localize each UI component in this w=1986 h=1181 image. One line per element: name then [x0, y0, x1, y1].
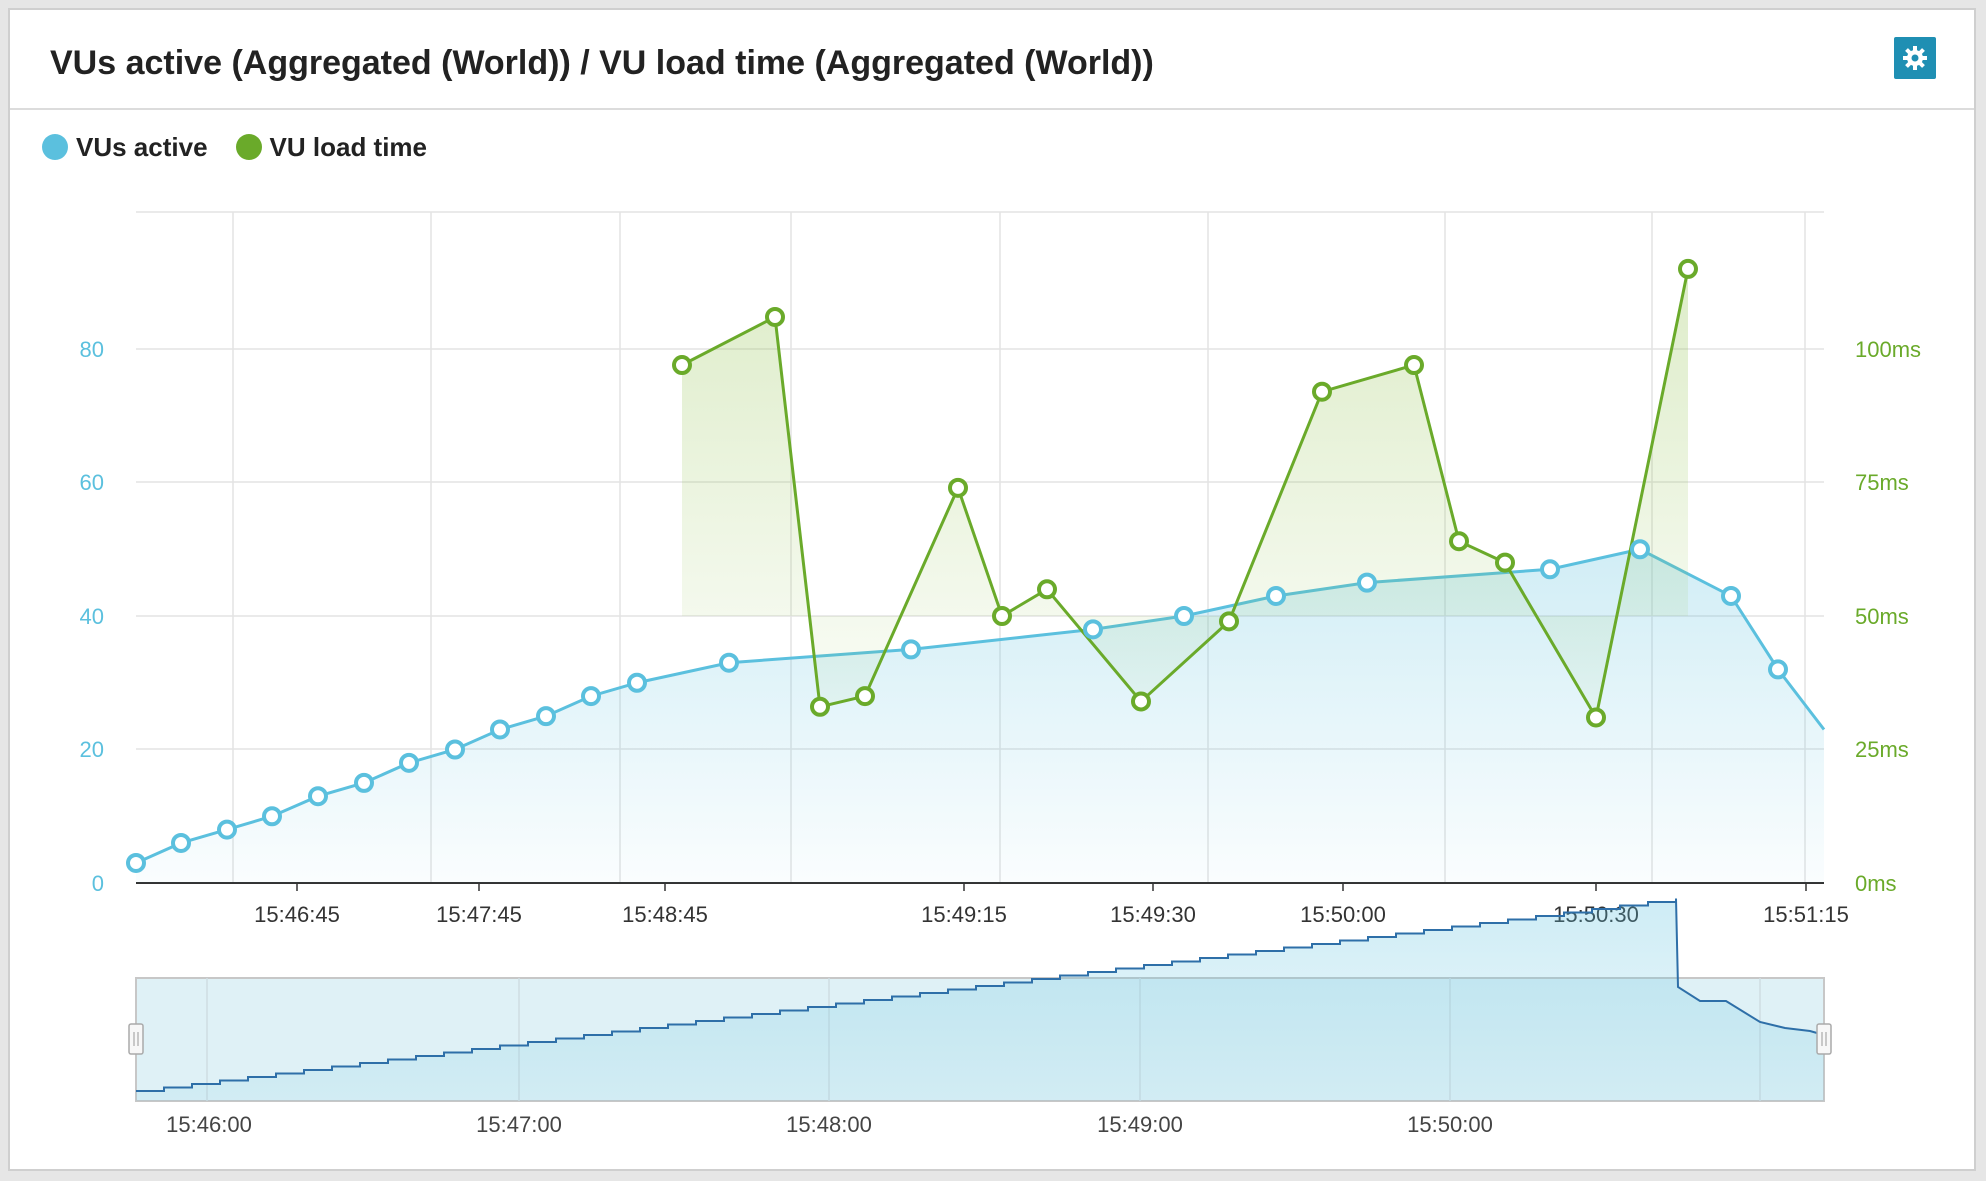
legend-item-vus-active[interactable]: VUs active — [42, 132, 208, 163]
vu-load-time-point — [810, 696, 830, 717]
chart-legend: VUs active VU load time — [42, 130, 455, 164]
vus-active-point — [308, 786, 328, 807]
vus-active-point — [217, 819, 237, 840]
vu-load-time-point — [1037, 579, 1057, 600]
vu-load-time-point — [855, 686, 875, 707]
right-y-axis-tick-label: 50ms — [1855, 604, 1909, 629]
x-axis-tick-label: 15:49:30 — [1110, 902, 1196, 927]
navigator-line — [136, 898, 1825, 1092]
right-y-axis-tick-label: 25ms — [1855, 737, 1909, 762]
vus-active-point — [1083, 619, 1103, 640]
x-axis-tick-label: 15:51:15 — [1763, 902, 1849, 927]
vu-load-time-point — [765, 306, 785, 327]
vus-active-point — [1630, 539, 1650, 560]
settings-button[interactable] — [1894, 37, 1936, 79]
vu-load-time-point — [1219, 611, 1239, 632]
x-axis-tick-label: 15:49:15 — [921, 902, 1007, 927]
vus-active-point — [490, 719, 510, 740]
navigator-area — [136, 898, 1824, 1101]
vus-active-point — [1768, 659, 1788, 680]
panel-header: VUs active (Aggregated (World)) / VU loa… — [10, 10, 1974, 110]
vu-load-time-point — [1678, 258, 1698, 279]
vus-active-point — [1721, 585, 1741, 606]
vu-load-time-point — [948, 477, 968, 498]
vus-active-point — [719, 652, 739, 673]
vus-active-point — [262, 806, 282, 827]
x-axis-tick-label: 15:48:45 — [622, 902, 708, 927]
left-y-axis-tick-label: 20 — [80, 737, 104, 762]
right-y-axis-tick-label: 0ms — [1855, 871, 1897, 896]
navigator-tick-label: 15:47:00 — [476, 1112, 562, 1137]
vus-active-point — [536, 706, 556, 727]
vu-load-time-point — [1404, 355, 1424, 376]
vus-active-point — [126, 852, 146, 873]
vus-active-point — [354, 772, 374, 793]
x-axis-tick-label: 15:47:45 — [436, 902, 522, 927]
vu-load-time-point — [1586, 707, 1606, 728]
vu-load-time-point — [1449, 531, 1469, 552]
vus-active-point — [581, 686, 601, 707]
legend-label-vu-load-time: VU load time — [269, 131, 428, 162]
legend-item-vu-load-time[interactable]: VU load time — [235, 131, 428, 163]
navigator-tick-label: 15:48:00 — [786, 1112, 872, 1137]
vus-active-point — [901, 639, 921, 660]
legend-marker-vus-active — [42, 134, 68, 160]
vus-active-point — [627, 672, 647, 693]
vus-active-point — [1540, 559, 1560, 580]
vus-active-point — [399, 752, 419, 773]
vus-active-point — [1174, 606, 1194, 626]
right-y-axis-tick-label: 100ms — [1855, 337, 1921, 362]
navigator-handle[interactable] — [128, 1023, 144, 1055]
vu-load-time-point — [992, 606, 1012, 626]
vus-active-point — [445, 739, 465, 760]
vu-load-time-point — [672, 355, 692, 376]
vu-load-time-area — [682, 268, 1688, 718]
vus-active-point — [171, 832, 191, 853]
x-axis-tick-label: 15:46:45 — [254, 902, 340, 927]
left-y-axis-tick-label: 80 — [80, 337, 104, 362]
left-y-axis-tick-label: 60 — [80, 470, 104, 495]
navigator-tick-label: 15:46:00 — [166, 1112, 252, 1137]
vu-load-time-point — [1312, 381, 1332, 402]
vu-load-time-point — [1131, 691, 1151, 712]
vus-active-point — [1266, 585, 1286, 606]
legend-label-vus-active: VUs active — [76, 131, 208, 162]
vu-load-time-point — [1495, 552, 1515, 573]
right-y-axis-tick-label: 75ms — [1855, 470, 1909, 495]
left-y-axis-tick-label: 0 — [92, 871, 104, 896]
legend-marker-vu-load-time — [235, 134, 262, 160]
vus-active-area — [136, 549, 1824, 883]
panel-title: VUs active (Aggregated (World)) / VU loa… — [50, 44, 1154, 82]
vus-active-point — [1357, 572, 1377, 593]
navigator-tick-label: 15:50:00 — [1407, 1112, 1493, 1137]
x-axis-tick-label: 15:50:00 — [1300, 902, 1386, 927]
left-y-axis-tick-label: 40 — [80, 604, 104, 629]
navigator-tick-label: 15:49:00 — [1097, 1112, 1183, 1137]
navigator-handle[interactable] — [1816, 1023, 1832, 1055]
gear-icon — [1903, 46, 1927, 70]
